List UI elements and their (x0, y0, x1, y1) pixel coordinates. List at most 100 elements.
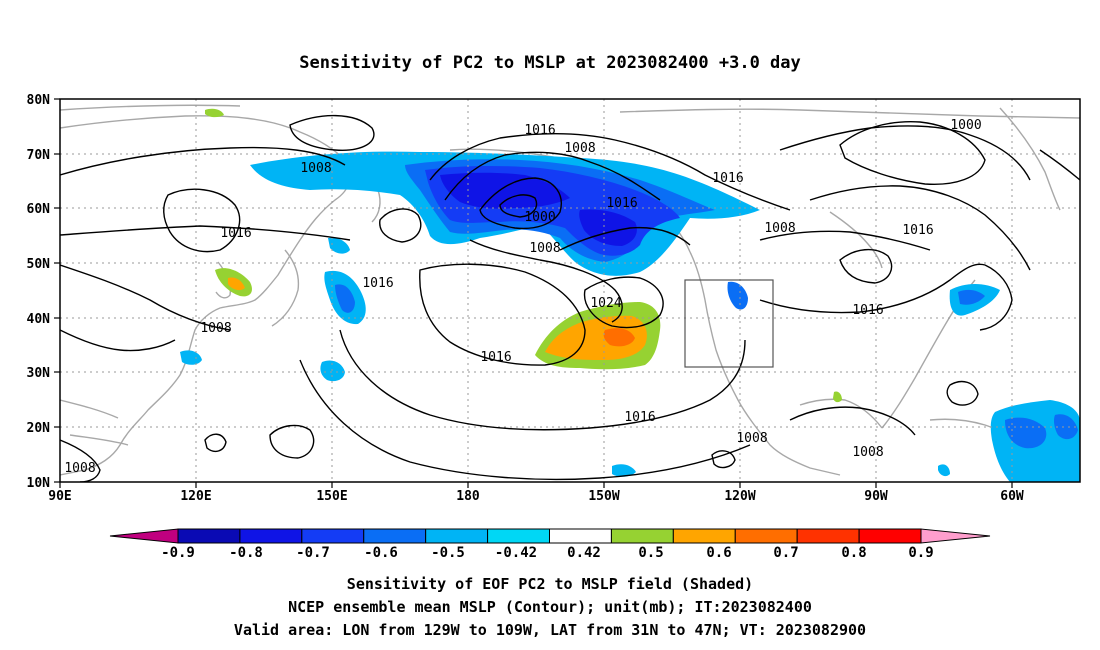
colorbar-cell (301, 528, 365, 544)
lat-label: 20N (27, 421, 51, 436)
colorbar-tick-label: -0.42 (495, 545, 537, 561)
contour-line (429, 133, 791, 211)
contour-label: 1016 (712, 171, 743, 186)
figure-title: Sensitivity of PC2 to MSLP at 2023082400… (299, 53, 801, 73)
contour-labels: 1016 1008 1016 1000 1008 1016 1000 1008 … (64, 118, 981, 476)
contour-label: 1008 (300, 161, 331, 176)
coastline-greenland (999, 107, 1061, 211)
colorbar-tick-label: 0.7 (773, 545, 798, 561)
contour-line (1039, 149, 1080, 181)
colorbar-tick-label: -0.8 (229, 545, 263, 561)
lon-tick-labels: 90E 120E 150E 180 150W 120W 90W 60W (48, 489, 1024, 504)
colorbar-cell (425, 528, 489, 544)
colorbar-cell (610, 528, 674, 544)
captions: Sensitivity of EOF PC2 to MSLP field (Sh… (234, 575, 866, 639)
coastline-se-asia (60, 399, 129, 446)
lat-tick-labels: 80N 70N 60N 50N 40N 30N 20N 10N (27, 93, 51, 491)
lat-label: 80N (27, 93, 51, 108)
contour-label: 1008 (852, 445, 883, 460)
contour-label: 1016 (902, 223, 933, 238)
negative-anomaly-rockies (727, 281, 748, 310)
colorbar-tick-label: 0.8 (841, 545, 866, 561)
lat-label: 10N (27, 476, 51, 491)
contour-line (809, 185, 1031, 271)
colorbar-extension-low (109, 528, 179, 544)
map-content: 1016 1008 1016 1000 1008 1016 1000 1008 … (60, 99, 1080, 482)
mslp-contours (60, 114, 1080, 482)
negative-anomaly-tropics-4 (938, 464, 950, 477)
contour-line (711, 450, 736, 469)
contour-label: 1008 (764, 221, 795, 236)
contour-line (444, 151, 661, 201)
caption-line-2: NCEP ensemble mean MSLP (Contour); unit(… (288, 598, 812, 616)
contour-label: 1000 (524, 210, 555, 225)
contour-line (204, 433, 227, 453)
colorbar-tick-label: 0.42 (567, 545, 601, 561)
contour-line (759, 263, 986, 314)
contour-line (499, 194, 538, 218)
colorbar-cell (734, 528, 798, 544)
colorbar-cell (549, 528, 612, 544)
positive-anomaly-small-2 (833, 391, 842, 403)
contour-line (289, 114, 375, 151)
gridlines (60, 99, 1080, 482)
colorbar-cell (239, 528, 303, 544)
contour-line (60, 439, 101, 482)
contour-line (269, 424, 315, 459)
positive-anomaly-japan-sea-core (228, 277, 245, 291)
lon-label: 90W (864, 489, 888, 504)
contour-line (839, 120, 986, 185)
contour-line (839, 249, 893, 284)
contour-line (419, 263, 586, 366)
coastline-gulf (799, 398, 883, 429)
lon-label: 60W (1000, 489, 1024, 504)
caption-line-3: Valid area: LON from 129W to 109W, LAT f… (234, 621, 866, 639)
coastline-arctic (60, 104, 1080, 119)
colorbar-tick-labels: -0.9 -0.8 -0.7 -0.6 -0.5 -0.42 0.42 0.5 … (161, 545, 934, 561)
colorbar-tick-label: -0.6 (364, 545, 398, 561)
contour-line (60, 264, 231, 331)
negative-anomaly-tropics-3 (612, 464, 636, 477)
contour-label: 1016 (852, 303, 883, 318)
colorbar-cell (796, 528, 860, 544)
lat-label: 60N (27, 202, 51, 217)
negative-anomaly-bering-peak (440, 172, 637, 246)
colorbar-tick-label: 0.6 (706, 545, 731, 561)
contour-line (789, 406, 916, 436)
contour-label: 1000 (950, 118, 981, 133)
contour-line (60, 225, 351, 241)
contour-label: 1008 (529, 241, 560, 256)
negative-anomaly-tropics-2 (1005, 414, 1078, 449)
lat-label: 40N (27, 312, 51, 327)
colorbar-extension-high (920, 528, 991, 544)
positive-anomaly-small-1 (205, 108, 224, 118)
lon-label: 90E (48, 489, 71, 504)
colorbar-cell (672, 528, 736, 544)
lat-label: 30N (27, 366, 51, 381)
lon-label: 120E (180, 489, 211, 504)
colorbar-cell (858, 528, 922, 544)
axis-tick-marks (54, 98, 1013, 488)
contour-label: 1016 (220, 226, 251, 241)
lon-label: 150E (316, 489, 347, 504)
contour-line (479, 177, 562, 230)
contour-label: 1016 (362, 276, 393, 291)
lat-label: 50N (27, 257, 51, 272)
map-frame (59, 98, 1081, 483)
contour-line (779, 125, 1031, 181)
negative-anomaly-small-3 (320, 360, 345, 382)
contour-line (979, 264, 1013, 331)
negative-anomaly-small-2 (335, 284, 355, 313)
contour-label: 1016 (624, 410, 655, 425)
colorbar-tick-label: -0.9 (161, 545, 195, 561)
shading-positive (205, 108, 842, 403)
colorbar-tick-label: 0.9 (908, 545, 933, 561)
contour-label: 1008 (736, 431, 767, 446)
colorbar-tick-label: -0.7 (296, 545, 330, 561)
contour-label: 1008 (200, 321, 231, 336)
contour-label: 1016 (606, 196, 637, 211)
contour-label: 1024 (590, 296, 621, 311)
colorbar: -0.9 -0.8 -0.7 -0.6 -0.5 -0.42 0.42 0.5 … (109, 528, 991, 561)
contour-line (946, 380, 979, 406)
